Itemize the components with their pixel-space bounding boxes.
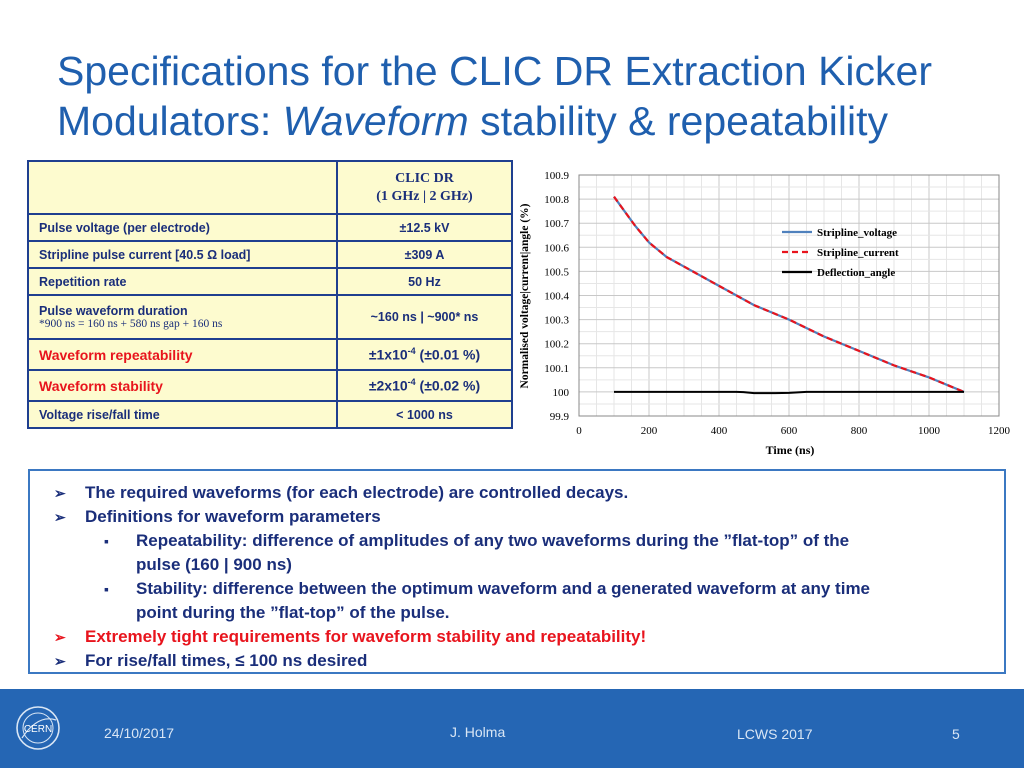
bullet-text: pulse (160 | 900 ns) (136, 555, 292, 574)
value-tail: (±0.01 %) (415, 346, 481, 363)
bullet-text: Extremely tight requirements for wavefor… (85, 627, 647, 646)
value-base: ±1x10 (368, 346, 408, 363)
bullet-text: Definitions for waveform parameters (85, 507, 381, 526)
series-line-deflection-angle (614, 390, 964, 395)
row-value: ±12.5 kV (336, 213, 513, 242)
chart-grid (578, 174, 1000, 417)
y-tick-label: 100.9 (544, 170, 569, 182)
arrow-bullet-icon: ➢ (54, 653, 66, 669)
row-label: Waveform stability (27, 369, 338, 402)
y-tick-label: 99.9 (550, 411, 570, 423)
row-value: ±2x10-4 (±0.02 %) (336, 369, 513, 402)
footer-date: 24/10/2017 (104, 725, 175, 741)
title-part1: Specifications for the CLIC DR Extractio… (57, 48, 932, 144)
row-label: Waveform repeatability (27, 338, 338, 371)
arrow-bullet-icon: ➢ (54, 629, 66, 645)
row-value: ~160 ns | ~900* ns (336, 294, 513, 340)
y-tick-label: 100.3 (544, 315, 569, 327)
bullet-text: The required waveforms (for each electro… (85, 483, 629, 502)
y-axis-label: Normalised voltage|current|angle (%) (519, 203, 531, 388)
footer-page-number: 5 (952, 726, 960, 742)
chart-legend: Stripline_voltage Stripline_current Deflec… (782, 227, 899, 279)
y-tick-label: 100.8 (544, 194, 569, 206)
value-exponent: -4 (407, 377, 416, 388)
y-tick-labels: 99.9 100 100.1 100.2 100.3 100.4 100.5 100.6 100… (544, 170, 569, 423)
spec-table: CLIC DR (1 GHz | 2 GHz) Pulse voltage (p… (27, 160, 513, 429)
slide-title: Specifications for the CLIC DR Extractio… (57, 46, 997, 146)
footer-event: LCWS 2017 (737, 726, 813, 742)
y-tick-label: 100.2 (544, 339, 569, 351)
row-value: 50 Hz (336, 267, 513, 296)
x-tick-label: 200 (641, 425, 658, 437)
value-exponent: -4 (407, 346, 416, 357)
header-line1: CLIC DR (395, 170, 454, 186)
legend-label: Stripline_voltage (817, 227, 897, 239)
table-row: Voltage rise/fall time < 1000 ns (27, 400, 513, 429)
header-empty-cell (27, 160, 338, 215)
series-lines (613, 196, 965, 395)
value-tail: (±0.02 %) (415, 377, 481, 394)
bullet-box: ➢ The required waveforms (for each electr… (28, 469, 1006, 674)
x-tick-label: 800 (851, 425, 868, 437)
x-tick-label: 1200 (988, 425, 1011, 437)
table-row: Pulse voltage (per electrode) ±12.5 kV (27, 213, 513, 242)
square-bullet-icon: ▪ (104, 533, 109, 549)
arrow-bullet-icon: ➢ (54, 509, 66, 525)
footer-bar: CERN 24/10/2017 J. Holma LCWS 2017 5 (0, 689, 1024, 768)
table-row: Stripline pulse current [40.5 Ω load] ±3… (27, 240, 513, 269)
y-tick-label: 100 (553, 387, 570, 399)
row-label: Repetition rate (27, 267, 338, 296)
bullet-text: point during the ”flat-top” of the pulse… (136, 603, 450, 622)
row-value: ±309 A (336, 240, 513, 269)
header-cell: CLIC DR (1 GHz | 2 GHz) (336, 160, 513, 215)
x-tick-labels: 0 200 400 600 800 1000 1200 (576, 425, 1010, 437)
x-tick-label: 0 (576, 425, 582, 437)
waveform-chart: 99.9 100 100.1 100.2 100.3 100.4 100.5 100.6 100… (519, 170, 1011, 457)
y-tick-label: 100.5 (544, 266, 569, 278)
legend-label: Stripline_current (817, 247, 899, 259)
row-label: Pulse waveform duration (39, 304, 188, 318)
header-line2: (1 GHz | 2 GHz) (376, 188, 473, 204)
legend-label: Deflection_angle (817, 267, 895, 279)
y-tick-label: 100.6 (544, 242, 569, 254)
row-label: Pulse voltage (per electrode) (27, 213, 338, 242)
table-row: Pulse waveform duration *900 ns = 160 ns… (27, 294, 513, 340)
bullet-text: Repeatability: difference of amplitudes … (136, 531, 850, 550)
arrow-bullet-icon: ➢ (54, 485, 66, 501)
y-tick-label: 100.7 (544, 218, 569, 230)
row-label: Voltage rise/fall time (27, 400, 338, 429)
footer-author: J. Holma (450, 724, 506, 740)
table-header-row: CLIC DR (1 GHz | 2 GHz) (27, 160, 513, 215)
square-bullet-icon: ▪ (104, 581, 109, 597)
table-row: Repetition rate 50 Hz (27, 267, 513, 296)
x-axis-label: Time (ns) (766, 443, 815, 457)
title-italic: Waveform (282, 98, 469, 144)
x-tick-label: 400 (711, 425, 728, 437)
row-label: Stripline pulse current [40.5 Ω load] (27, 240, 338, 269)
x-tick-label: 600 (781, 425, 798, 437)
logo-text: CERN (24, 724, 52, 735)
table-row: Waveform stability ±2x10-4 (±0.02 %) (27, 369, 513, 402)
row-label-cell: Pulse waveform duration *900 ns = 160 ns… (27, 294, 338, 340)
table-row: Waveform repeatability ±1x10-4 (±0.01 %) (27, 338, 513, 371)
y-tick-label: 100.4 (544, 291, 569, 303)
plot-area-frame (578, 174, 1000, 417)
bullet-text: For rise/fall times, ≤ 100 ns desired (85, 651, 368, 670)
row-value: < 1000 ns (336, 400, 513, 429)
value-base: ±2x10 (368, 377, 408, 394)
series-line-stripline-current (613, 196, 965, 393)
row-value: ±1x10-4 (±0.01 %) (336, 338, 513, 371)
y-tick-label: 100.1 (544, 363, 569, 375)
row-note: *900 ns = 160 ns + 580 ns gap + 160 ns (39, 318, 223, 330)
title-part2: stability & repeatability (468, 98, 888, 144)
x-tick-label: 1000 (918, 425, 941, 437)
cern-logo-icon: CERN (16, 706, 60, 750)
bullet-text: Stability: difference between the optimu… (136, 579, 871, 598)
